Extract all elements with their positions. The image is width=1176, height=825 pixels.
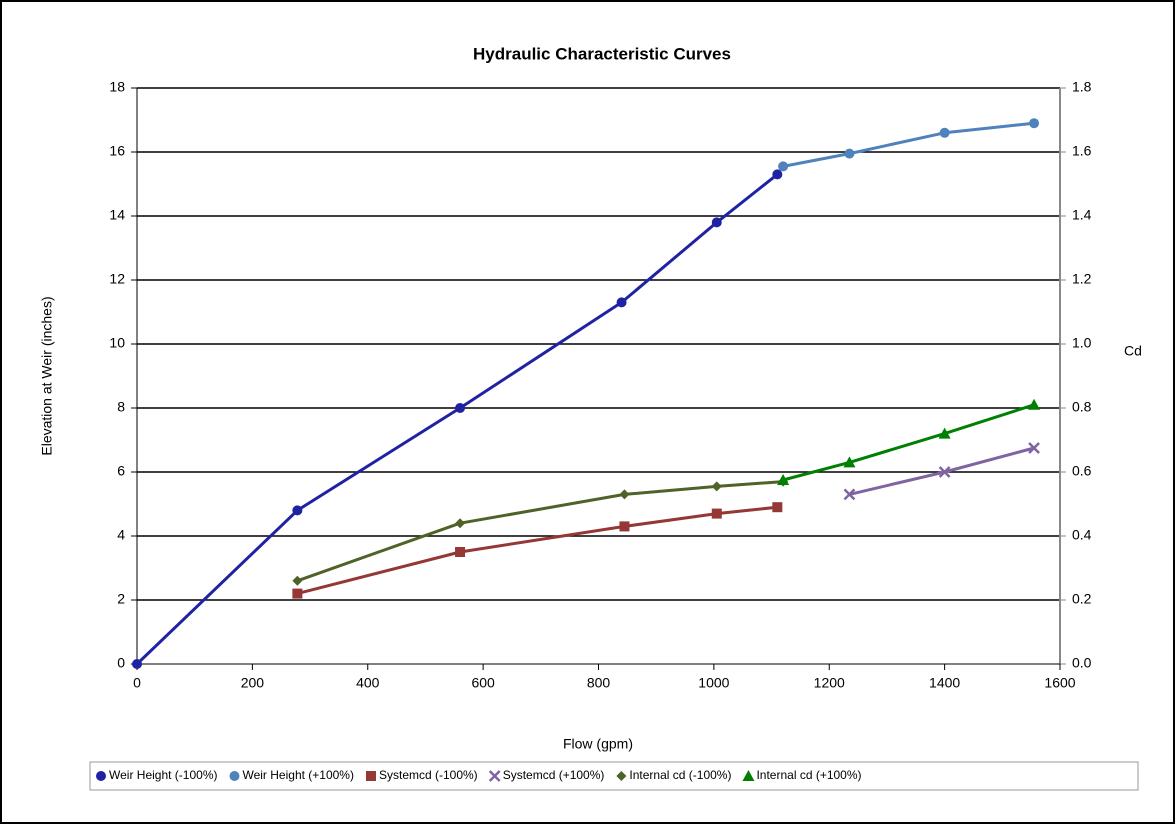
marker [772,502,783,513]
x-tick-label: 1600 [1044,675,1075,691]
x-tick-label: 600 [471,675,495,691]
marker [365,771,376,781]
legend-label: Systemcd (-100%) [379,768,478,782]
marker [619,521,630,532]
legend-label: Weir Height (+100%) [242,768,354,782]
y2-tick-label: 0.6 [1072,463,1092,479]
marker [292,505,303,516]
y2-axis-label: Cd [1124,343,1142,359]
marker [772,169,783,180]
chart-title: Hydraulic Characteristic Curves [473,44,731,63]
marker [938,427,951,439]
x-tick-label: 1000 [698,675,729,691]
marker [1029,118,1040,129]
x-tick-label: 1200 [814,675,845,691]
y-tick-label: 0 [117,655,125,671]
marker [132,659,142,669]
series-line [782,121,1035,168]
legend-label: Internal cd (-100%) [629,768,731,782]
y-tick-label: 10 [109,335,125,351]
y-tick-label: 18 [109,79,125,95]
y2-tick-label: 0.2 [1072,591,1092,607]
marker [292,575,303,586]
marker [292,588,303,599]
series-line [782,403,1035,482]
y2-tick-label: 0.0 [1072,655,1092,671]
x-tick-label: 400 [356,675,380,691]
marker [939,127,950,138]
y-axis-label: Elevation at Weir (inches) [39,296,55,455]
marker [843,456,856,468]
marker [778,161,789,172]
x-axis-label: Flow (gpm) [563,736,633,752]
marker [711,481,722,492]
marker [455,518,466,529]
marker [488,770,501,782]
y-tick-label: 2 [117,591,125,607]
marker [616,297,627,308]
legend-label: Weir Height (-100%) [109,768,217,782]
marker [96,771,106,781]
marker [711,508,722,519]
marker [619,489,630,500]
y-tick-label: 16 [109,143,125,159]
y-tick-label: 8 [117,399,125,415]
legend-box [89,761,1139,791]
legend-label: Internal cd (+100%) [756,768,861,782]
marker [742,770,755,781]
y-tick-label: 4 [117,527,125,543]
marker [938,466,951,478]
marker [455,547,466,557]
y2-tick-label: 1.2 [1072,271,1092,287]
y2-tick-label: 1.4 [1072,207,1092,223]
y2-tick-label: 0.4 [1072,527,1092,543]
series-line [135,173,779,666]
marker [1028,442,1040,454]
marker [777,474,790,485]
y2-tick-label: 1.6 [1072,143,1092,159]
marker [844,148,855,159]
y-tick-label: 6 [117,463,125,479]
marker [843,488,856,501]
y2-tick-label: 0.8 [1072,399,1092,415]
x-tick-label: 1400 [929,675,960,691]
marker [229,771,240,781]
x-tick-label: 0 [133,675,141,691]
y2-tick-label: 1.0 [1072,335,1092,351]
y-tick-label: 12 [109,271,125,287]
y-tick-label: 14 [109,207,125,223]
legend-label: Systemcd (+100%) [503,768,605,782]
marker [1028,398,1041,410]
x-tick-label: 200 [241,675,265,691]
marker [455,403,466,413]
marker [616,771,627,781]
x-tick-label: 800 [587,675,611,691]
marker [711,217,722,228]
y2-tick-label: 1.8 [1072,79,1092,95]
